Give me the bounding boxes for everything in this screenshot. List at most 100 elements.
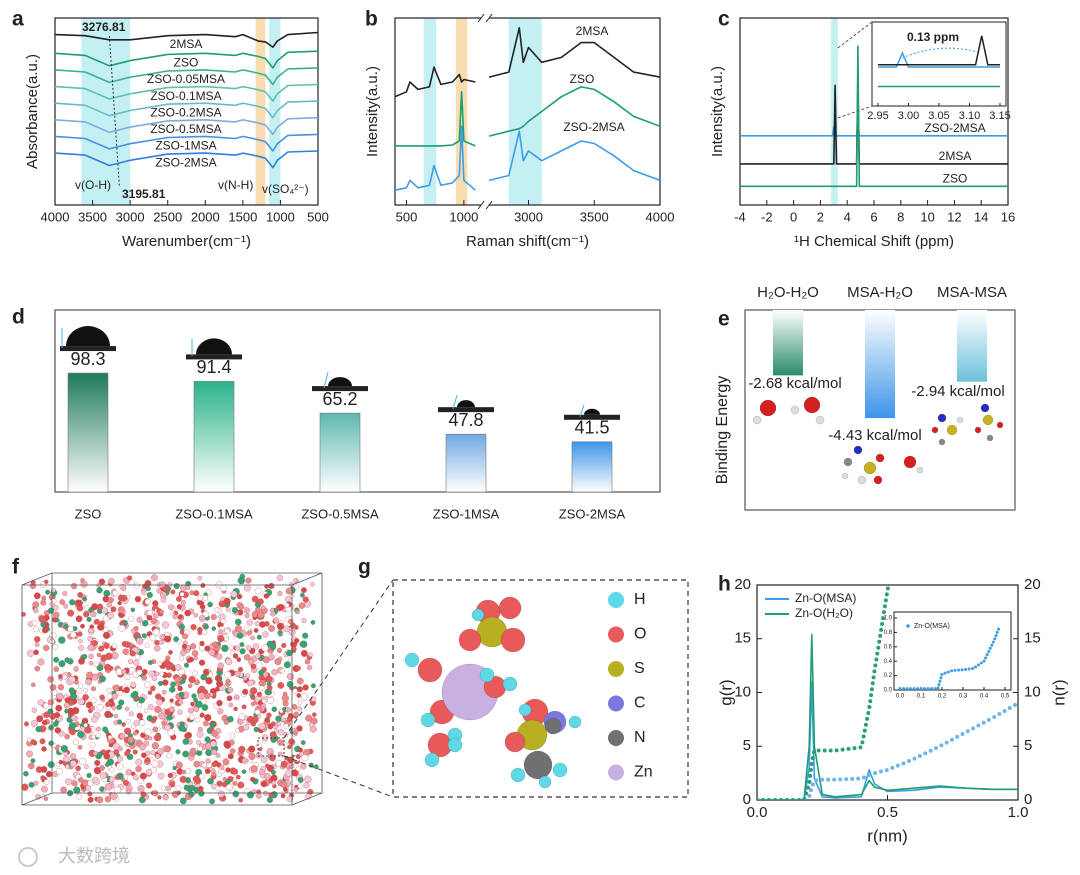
- atom: [283, 625, 290, 633]
- category-label: ZSO-0.5MSA: [301, 506, 379, 521]
- atom: [235, 728, 240, 733]
- atom: [181, 769, 186, 775]
- atom: [211, 772, 217, 777]
- atom: [204, 692, 211, 700]
- atom: [55, 704, 63, 712]
- atom: [69, 599, 76, 606]
- atom: [312, 712, 317, 717]
- atom: [216, 680, 224, 688]
- atom: [124, 706, 130, 712]
- atom: [117, 600, 122, 606]
- atom: [284, 596, 292, 603]
- atom: [250, 701, 256, 707]
- droplet: [584, 408, 600, 415]
- atom: [166, 752, 172, 759]
- atom: [250, 776, 255, 782]
- atom: [297, 700, 303, 705]
- atom: [273, 617, 279, 624]
- atom: [269, 755, 276, 762]
- atom: [201, 629, 208, 635]
- atom: [87, 636, 93, 642]
- atom: [178, 614, 183, 619]
- value-label: -2.94 kcal/mol: [911, 383, 1004, 400]
- atom: [232, 790, 240, 798]
- annotation: 3276.81: [82, 20, 126, 34]
- atom: [133, 720, 140, 727]
- atom: [268, 653, 275, 661]
- atom: [59, 599, 65, 605]
- atom: [227, 715, 234, 723]
- x-tick-label: -2: [761, 209, 773, 224]
- atom: [62, 591, 68, 596]
- atom: [193, 590, 200, 597]
- atom: [40, 599, 47, 606]
- atom: [136, 616, 143, 623]
- atom: [447, 737, 463, 753]
- atom: [65, 764, 70, 769]
- atom: [156, 699, 163, 706]
- atom: [138, 696, 145, 704]
- atom: [300, 640, 308, 648]
- atom: [144, 728, 152, 736]
- atom: [270, 607, 275, 613]
- atom: [191, 650, 199, 657]
- atom: [198, 615, 206, 622]
- atom: [65, 778, 72, 786]
- atom: [205, 758, 211, 764]
- series-line: [488, 130, 660, 182]
- atom: [57, 684, 64, 691]
- atom: [159, 671, 165, 677]
- atom: [254, 621, 260, 627]
- series-line: [55, 116, 318, 136]
- atom: [94, 618, 100, 625]
- atom: [72, 707, 80, 715]
- atom: [97, 623, 105, 631]
- atom: [144, 757, 151, 763]
- atom: [76, 599, 83, 607]
- y-tick-label: 15: [734, 630, 751, 647]
- atom: [154, 753, 161, 759]
- atom: [103, 642, 110, 649]
- x-tick-label: 0.5: [877, 804, 898, 821]
- atom: [310, 683, 316, 689]
- atom: [263, 593, 270, 599]
- atom: [109, 698, 114, 704]
- series-line: [55, 133, 318, 152]
- atom: [117, 606, 125, 614]
- atom: [982, 414, 994, 426]
- atom: [124, 750, 130, 757]
- atom: [43, 711, 51, 718]
- x-tick-label: 3500: [78, 209, 107, 224]
- atom: [270, 642, 277, 649]
- atom: [55, 767, 63, 775]
- atom: [202, 668, 210, 675]
- atom: [104, 663, 111, 671]
- atom: [523, 750, 553, 780]
- atom: [270, 769, 276, 775]
- atom: [130, 681, 137, 688]
- atom: [195, 778, 202, 785]
- atom: [255, 653, 261, 659]
- atom: [253, 643, 260, 650]
- atom: [159, 591, 167, 599]
- atom: [40, 766, 48, 773]
- atom: [233, 694, 240, 701]
- atom: [133, 625, 139, 631]
- atom: [198, 773, 205, 780]
- atom: [245, 577, 252, 584]
- atom: [118, 699, 125, 706]
- value-label: -2.68 kcal/mol: [748, 375, 841, 392]
- atom: [236, 632, 244, 639]
- atom: [77, 592, 83, 598]
- atom: [162, 679, 169, 686]
- atom: [105, 701, 111, 708]
- atom: [301, 617, 307, 624]
- inset-x-tick-label: 2.95: [867, 110, 888, 122]
- inset-x-tick-label: 3.05: [928, 110, 949, 122]
- panel-label: g: [358, 556, 371, 579]
- atom: [259, 621, 266, 628]
- atom: [284, 602, 290, 608]
- atom: [306, 664, 313, 671]
- y-axis-label: Absorbance(a.u.): [24, 54, 41, 169]
- atom: [510, 767, 526, 783]
